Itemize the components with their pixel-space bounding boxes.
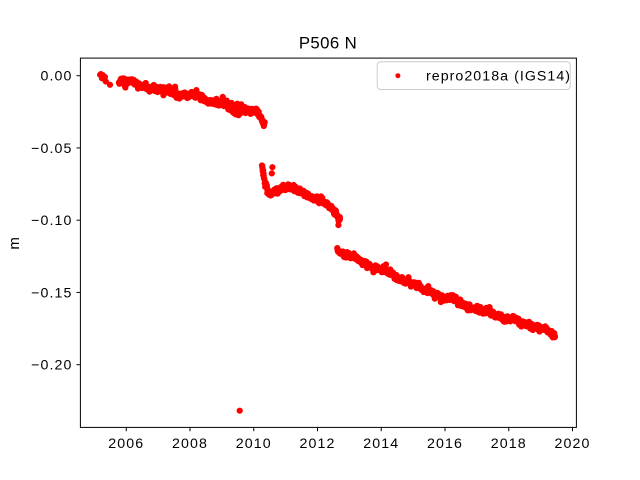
svg-text:P506 N: P506 N bbox=[299, 34, 357, 53]
svg-text:−0.15: −0.15 bbox=[31, 285, 72, 301]
svg-text:repro2018a (IGS14): repro2018a (IGS14) bbox=[426, 68, 571, 84]
svg-text:−0.20: −0.20 bbox=[31, 358, 72, 374]
svg-text:m: m bbox=[6, 237, 23, 250]
svg-text:2020: 2020 bbox=[555, 436, 591, 452]
svg-text:2008: 2008 bbox=[172, 436, 208, 452]
svg-text:2006: 2006 bbox=[108, 436, 144, 452]
svg-text:2014: 2014 bbox=[363, 436, 399, 452]
svg-text:2016: 2016 bbox=[427, 436, 463, 452]
svg-text:2010: 2010 bbox=[236, 436, 272, 452]
svg-text:−0.05: −0.05 bbox=[31, 141, 72, 157]
svg-text:−0.10: −0.10 bbox=[31, 213, 72, 229]
svg-text:0.00: 0.00 bbox=[40, 69, 72, 85]
svg-text:2012: 2012 bbox=[300, 436, 336, 452]
svg-text:2018: 2018 bbox=[491, 436, 527, 452]
